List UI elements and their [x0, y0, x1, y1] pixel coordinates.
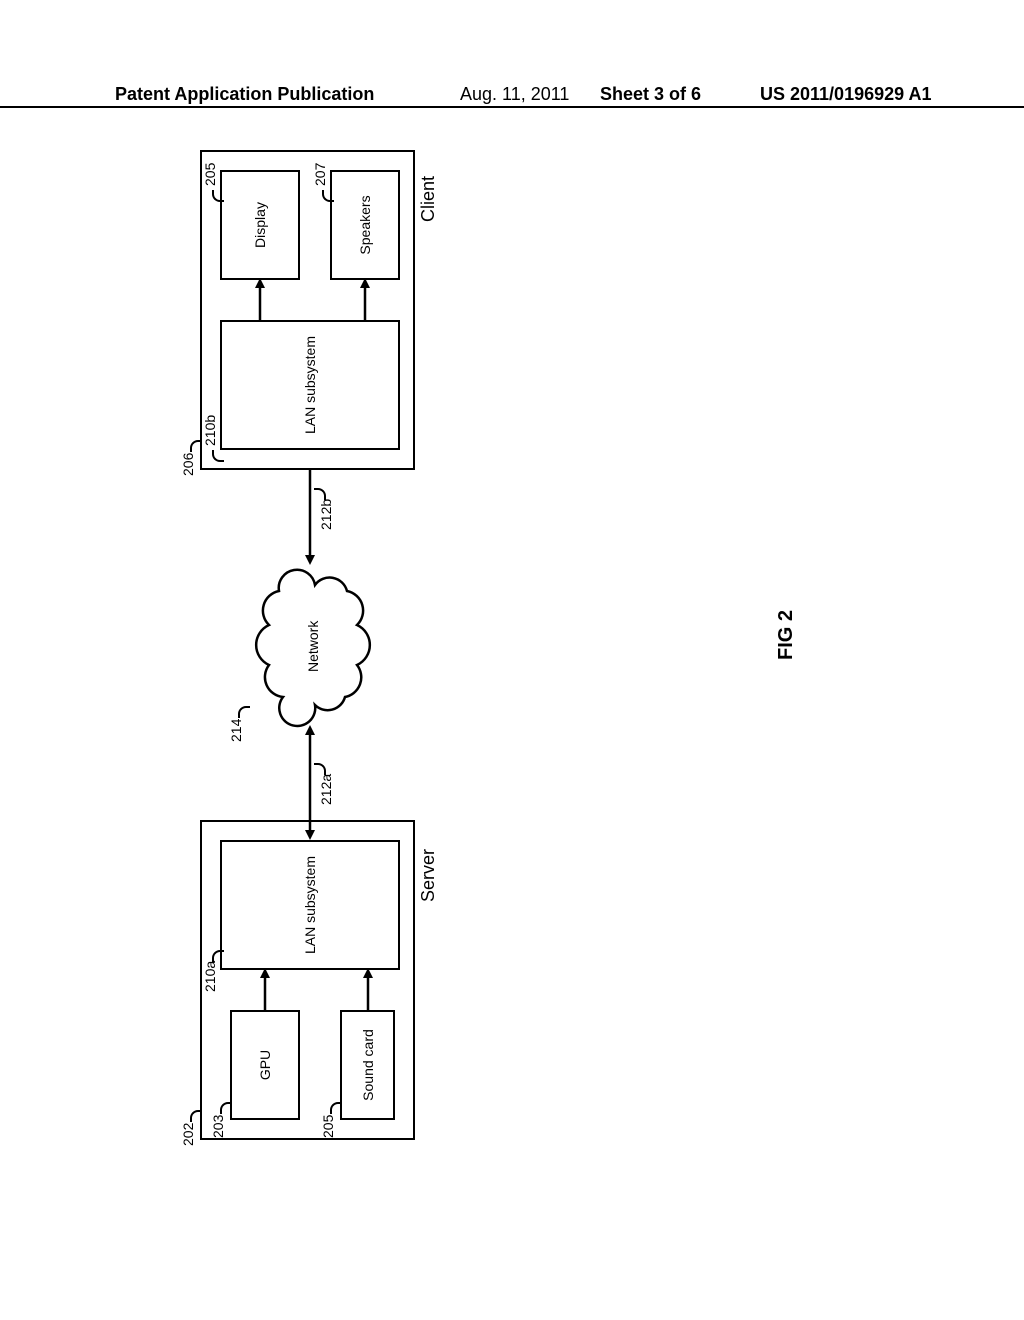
client-lan-box: LAN subsystem [220, 320, 400, 450]
arrow-gpu-to-lan [255, 968, 275, 1010]
header-publication: Patent Application Publication [115, 84, 374, 105]
sound-card-label: Sound card [360, 1029, 376, 1101]
server-caption: Server [418, 849, 439, 902]
display-ref: 205 [202, 163, 218, 186]
speakers-box: Speakers [330, 170, 400, 280]
gpu-label: GPU [257, 1050, 273, 1080]
speakers-ref: 207 [312, 163, 328, 186]
gpu-ref: 203 [210, 1115, 226, 1138]
arrow-sound-to-lan [358, 968, 378, 1010]
server-lan-box: LAN subsystem [220, 840, 400, 970]
server-lan-ref: 210a [202, 961, 218, 992]
figure-2-diagram: Server 202 GPU 203 Sound card 205 [0, 520, 810, 760]
client-lan-ref: 210b [202, 415, 218, 446]
sound-card-ref: 205 [320, 1115, 336, 1138]
sound-card-box: Sound card [340, 1010, 395, 1120]
header-sheet: Sheet 3 of 6 [600, 84, 701, 105]
client-ref: 206 [180, 453, 196, 476]
gpu-box: GPU [230, 1010, 300, 1120]
network-label: Network [305, 621, 321, 672]
client-lan-label: LAN subsystem [302, 336, 318, 434]
header-date: Aug. 11, 2011 [460, 84, 569, 105]
server-ref: 202 [180, 1123, 196, 1146]
link-server-network [300, 725, 320, 840]
header-pubno: US 2011/0196929 A1 [760, 84, 931, 105]
server-lan-label: LAN subsystem [302, 856, 318, 954]
display-label: Display [252, 202, 268, 248]
page-header: Patent Application Publication Aug. 11, … [0, 84, 1024, 108]
client-caption: Client [418, 176, 439, 222]
link-left-ref: 212a [318, 774, 334, 805]
display-box: Display [220, 170, 300, 280]
arrow-lan-to-display [250, 278, 270, 320]
link-right-ref: 212b [318, 499, 334, 530]
speakers-label: Speakers [357, 195, 373, 254]
arrow-lan-to-speakers [355, 278, 375, 320]
network-ref: 214 [228, 719, 244, 742]
